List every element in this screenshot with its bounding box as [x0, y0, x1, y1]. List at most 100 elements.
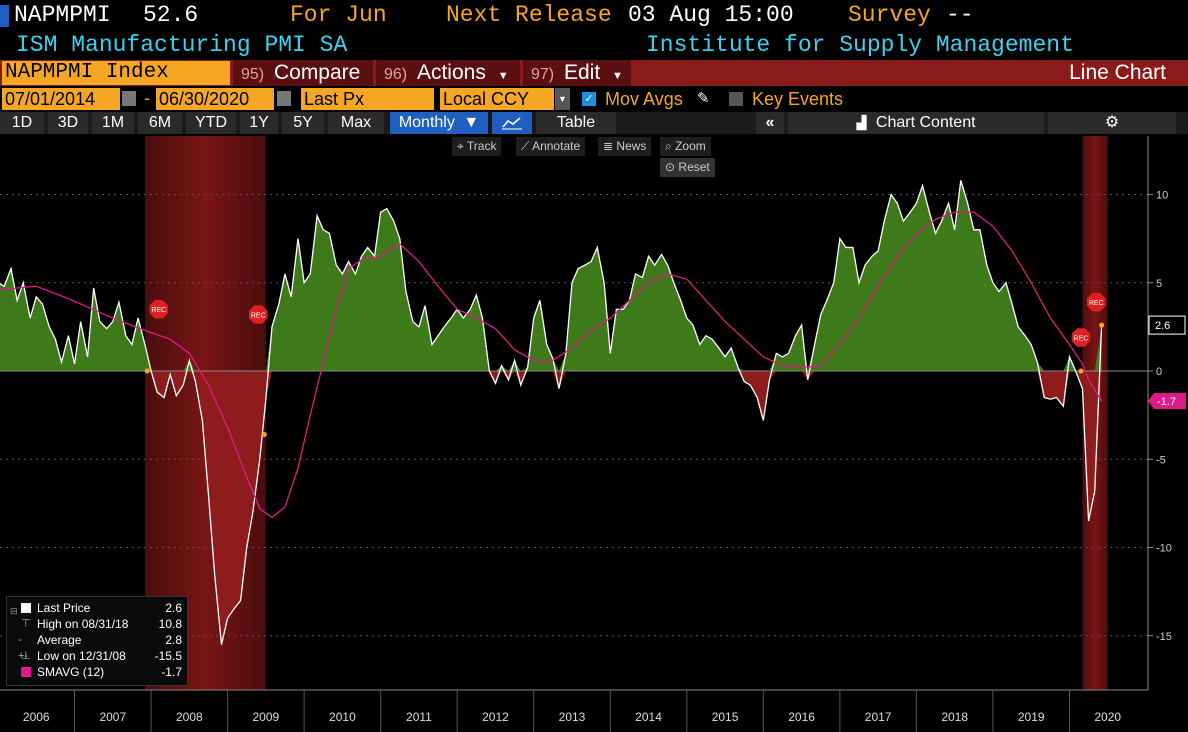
last-price-value: 2.6: [165, 601, 182, 615]
range-button-max[interactable]: Max: [328, 112, 384, 134]
legend-last-price[interactable]: ⊟ Last Price 2.6: [7, 600, 187, 616]
average-label: Average: [37, 633, 82, 647]
last-price-swatch: [21, 603, 31, 613]
recession-marker-label: REC: [1089, 300, 1104, 307]
range-bar: 1D 3D 1M 6M YTD 1Y 5Y Max Monthly ▼ Table « ▟ C…: [0, 112, 1188, 134]
positive-area: [0, 180, 1102, 371]
reset-label: Reset: [678, 160, 710, 174]
chevron-down-icon: ▼: [497, 70, 509, 82]
source-name: Institute for Supply Management: [646, 32, 1074, 58]
x-tick-label: 2006: [23, 710, 50, 724]
smavg-value: -1.7: [161, 665, 182, 679]
edit-label: Edit: [563, 61, 601, 84]
last-value-tag: [1148, 315, 1186, 335]
x-tick-label: 2009: [253, 710, 280, 724]
currency-select[interactable]: Local CCY: [440, 88, 554, 110]
collapse-icon[interactable]: ⊟: [10, 606, 18, 616]
end-date-input[interactable]: 06/30/2020: [156, 88, 274, 110]
key-events-label: Key Events: [752, 89, 844, 109]
security-header: NAPMPMI 52.6 For Jun Next Release 03 Aug…: [0, 2, 1188, 30]
news-button[interactable]: ≣ News: [598, 137, 652, 156]
edit-button[interactable]: 97) Edit ▼: [523, 60, 631, 86]
calendar-icon[interactable]: [277, 91, 291, 106]
negative-area: [0, 371, 1102, 645]
field-select[interactable]: Last Px: [301, 88, 434, 110]
chart-legend: ⊟ Last Price 2.6 ⊤ High on 08/31/18 10.8…: [6, 596, 188, 686]
security-input[interactable]: NAPMPMI Index: [2, 61, 230, 85]
x-tick-label: 2017: [865, 710, 892, 724]
range-button-1y[interactable]: 1Y: [240, 112, 278, 134]
mov-avgs-label: Mov Avgs: [605, 89, 683, 109]
recession-marker-icon[interactable]: [1071, 328, 1091, 347]
x-tick-label: 2018: [941, 710, 968, 724]
low-label: Low on 12/31/08: [37, 649, 126, 663]
survey-value: --: [946, 2, 974, 28]
news-icon: ≣: [603, 139, 614, 153]
range-button-5y[interactable]: 5Y: [282, 112, 324, 134]
line-chart-glyph: [502, 117, 522, 130]
chart-type-label[interactable]: Line Chart: [1069, 61, 1166, 84]
x-tick-label: 2015: [712, 710, 739, 724]
crossover-marker: [144, 368, 150, 374]
range-button-1d[interactable]: 1D: [0, 112, 44, 134]
calendar-icon[interactable]: [122, 91, 136, 106]
series-name: ISM Manufacturing PMI SA: [16, 32, 348, 58]
smavg-line: [0, 211, 1103, 519]
x-tick-label: 2013: [559, 710, 586, 724]
actions-label: Actions: [416, 61, 486, 84]
y-tick-label: 10: [1156, 190, 1168, 202]
y-tick-label: 0: [1156, 366, 1162, 378]
recession-marker-icon[interactable]: [1087, 292, 1106, 312]
x-tick-label: 2011: [406, 710, 432, 724]
low-marker-icon: ⊥: [21, 650, 31, 662]
next-release-value: 03 Aug 15:00: [628, 2, 794, 28]
y-tick-label: -15: [1156, 631, 1172, 643]
chevron-down-icon: ▼: [612, 70, 623, 82]
legend-smavg[interactable]: SMAVG (12) -1.7: [7, 664, 187, 680]
chart-content-icon: ▟: [856, 115, 867, 130]
survey-label: Survey: [848, 2, 931, 28]
smavg-label: SMAVG (12): [37, 665, 105, 679]
smavg-value-tag-label: -1.7: [1157, 396, 1176, 408]
chart-content-button[interactable]: ▟ Chart Content: [788, 112, 1044, 134]
table-button[interactable]: Table: [536, 112, 616, 134]
recession-marker-icon[interactable]: [149, 300, 169, 319]
collapse-icon[interactable]: «: [756, 112, 784, 134]
period-select[interactable]: Monthly ▼: [390, 112, 488, 134]
track-button[interactable]: ⌖ Track: [452, 137, 502, 156]
crossover-marker: [1078, 368, 1084, 374]
compare-button[interactable]: 95) Compare: [233, 60, 373, 86]
smavg-value-tag: [1148, 393, 1186, 410]
date-range-bar: 07/01/2014 - 06/30/2020 Last Px Local CC…: [0, 88, 1188, 110]
last-value: 52.6: [143, 2, 199, 28]
pencil-icon[interactable]: ✎: [697, 90, 710, 107]
x-tick-label: 2007: [99, 710, 126, 724]
line-chart-icon[interactable]: [492, 112, 532, 134]
start-date-input[interactable]: 07/01/2014: [2, 88, 120, 110]
reset-button[interactable]: ⊙ Reset: [660, 158, 715, 177]
last-value-tag-label: 2.6: [1155, 320, 1170, 332]
annotate-button[interactable]: ⟋ Annotate: [516, 137, 586, 156]
high-marker-icon: ⊤: [21, 618, 31, 630]
zoom-button[interactable]: ⌕ Zoom: [660, 137, 711, 156]
legend-low: ⊥ Low on 12/31/08 -15.5: [7, 648, 187, 664]
annotate-icon: ⟋: [521, 139, 530, 153]
mov-avgs-checkbox[interactable]: ✓: [582, 92, 596, 106]
x-tick-label: 2016: [788, 710, 815, 724]
key-events-checkbox[interactable]: [729, 92, 743, 106]
actions-number: 96): [384, 66, 408, 83]
range-button-6m[interactable]: 6M: [138, 112, 182, 134]
range-button-3d[interactable]: 3D: [48, 112, 88, 134]
chevron-down-icon[interactable]: ▼: [555, 88, 570, 110]
compare-label: Compare: [273, 61, 361, 84]
range-button-ytd[interactable]: YTD: [186, 112, 236, 134]
recession-marker-label: REC: [251, 313, 266, 320]
recession-marker-icon[interactable]: [249, 305, 268, 324]
actions-button[interactable]: 96) Actions ▼: [376, 60, 520, 86]
last-price-label: Last Price: [37, 601, 91, 615]
x-tick-label: 2010: [329, 710, 356, 724]
x-tick-label: 2012: [482, 710, 509, 724]
gear-icon[interactable]: ⚙: [1048, 112, 1176, 134]
range-button-1m[interactable]: 1M: [92, 112, 134, 134]
y-tick-label: -10: [1156, 543, 1172, 555]
